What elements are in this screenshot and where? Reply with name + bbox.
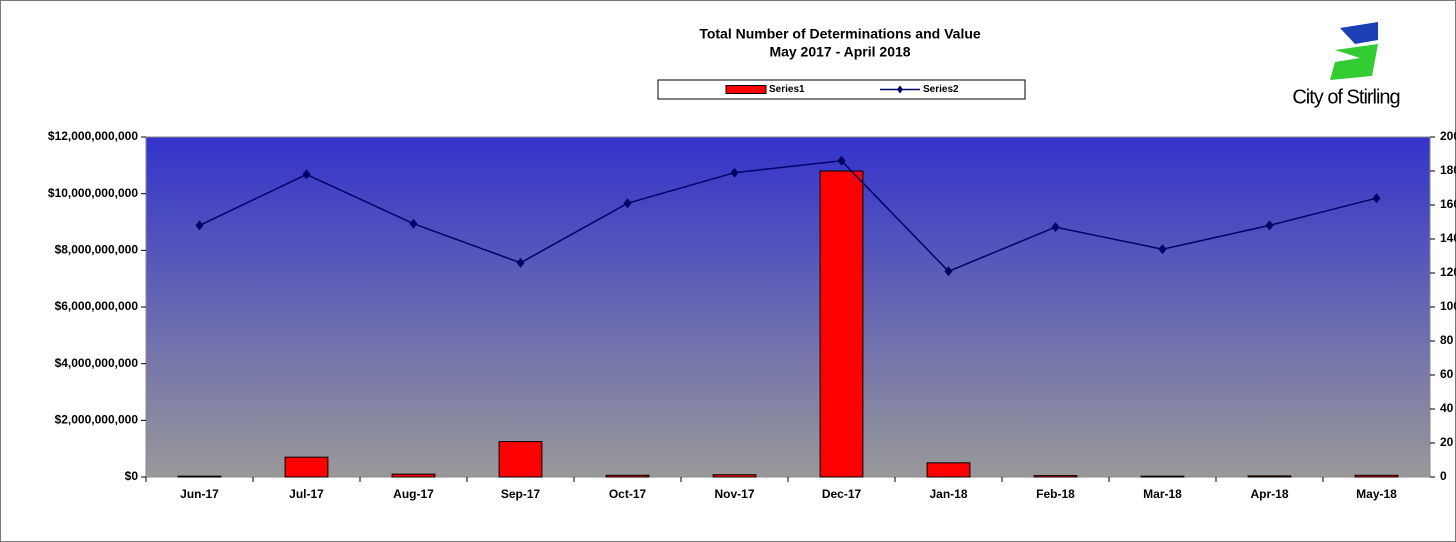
bar [712,474,757,478]
x-tick-label: Aug-17 [393,487,434,501]
marker [516,257,525,268]
x-tick-label: Dec-17 [822,487,862,501]
marker [195,220,204,231]
y2-tick-label: 0 [1440,469,1447,483]
bar [284,456,329,478]
y2-tick-label: 120 [1440,265,1456,279]
y-tick-label: $4,000,000,000 [55,356,139,370]
y-tick-label: $8,000,000,000 [55,243,139,257]
bar [177,475,222,478]
y-tick-label: $6,000,000,000 [55,299,139,313]
x-tick-label: Jun-17 [180,487,219,501]
marker [730,167,739,178]
x-tick-label: Feb-18 [1036,487,1075,501]
y2-tick-label: 100 [1440,299,1456,313]
y2-tick-label: 20 [1440,435,1454,449]
legend [657,79,1026,100]
y-tick-label: $10,000,000,000 [48,186,138,200]
legend-label: Series2 [923,84,959,95]
marker [944,266,953,277]
marker [837,155,846,166]
marker [1265,220,1274,231]
y2-tick-label: 80 [1440,333,1454,347]
x-tick-label: May-18 [1356,487,1397,501]
y2-tick-label: 60 [1440,367,1454,381]
marker [409,218,418,229]
bar [926,462,971,478]
legend-marker [897,85,903,94]
y2-tick-label: 200 [1440,129,1456,143]
logo-text: City of Stirling [1292,86,1399,108]
y2-tick-label: 160 [1440,197,1456,211]
x-tick-label: Nov-17 [714,487,754,501]
line [199,160,1377,273]
plot-area [145,136,1431,478]
bar [1247,475,1292,478]
chart-title: Total Number of Determinations and Value [699,26,981,42]
bar [1033,475,1078,478]
bar [605,474,650,478]
legend-label: Series1 [769,84,805,95]
marker [1158,244,1167,255]
marker [1051,222,1060,233]
bar [391,473,436,478]
x-tick-label: Mar-18 [1143,487,1182,501]
marker [302,169,311,180]
y-tick-label: $2,000,000,000 [55,413,139,427]
x-tick-label: Jan-18 [929,487,967,501]
x-tick-label: Sep-17 [501,487,541,501]
bar [819,170,864,478]
x-tick-label: Apr-18 [1250,487,1288,501]
x-tick-label: Oct-17 [609,487,647,501]
legend-swatch [725,85,767,94]
y2-tick-label: 180 [1440,163,1456,177]
x-tick-label: Jul-17 [289,487,324,501]
y-tick-label: $12,000,000,000 [48,129,138,143]
bar [1140,475,1185,478]
chart-subtitle: May 2017 - April 2018 [769,44,910,60]
marker [623,198,632,209]
y2-tick-label: 40 [1440,401,1454,415]
marker [1372,193,1381,204]
bar [498,441,543,478]
logo: City of Stirling [1292,22,1401,108]
y-tick-label: $0 [125,469,139,483]
bar [1354,474,1399,478]
y2-tick-label: 140 [1440,231,1456,245]
